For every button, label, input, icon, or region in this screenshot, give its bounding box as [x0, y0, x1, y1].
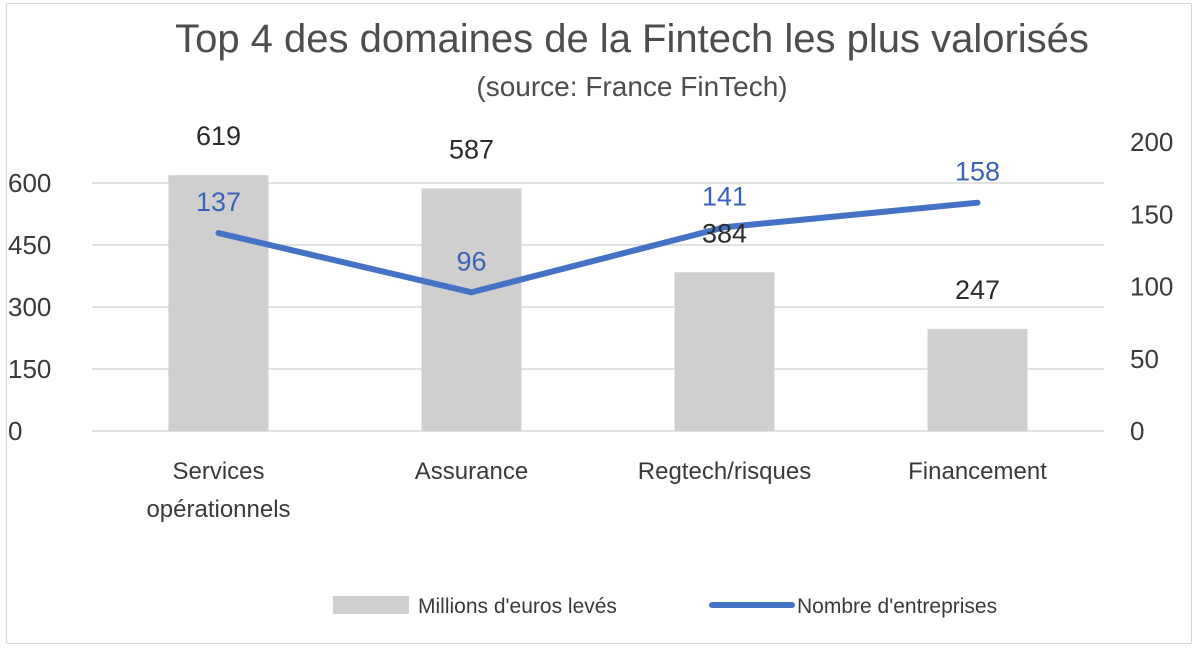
bar-value-label: 587: [449, 134, 494, 164]
line-point: [722, 224, 727, 230]
y-right-tick-label: 150: [1130, 199, 1173, 229]
x-tick-label: Assurance: [415, 458, 528, 485]
y-left-tick-label: 300: [8, 292, 51, 322]
y-left-tick-label: 150: [8, 354, 51, 384]
line-value-label: 158: [955, 157, 1000, 187]
y-left-tick-label: 0: [8, 416, 22, 446]
y-right-tick-label: 50: [1130, 344, 1159, 374]
chart-frame: [6, 3, 1192, 644]
chart-title: Top 4 des domaines de la Fintech les plu…: [175, 17, 1089, 61]
bar: [674, 272, 775, 431]
bar-value-label: 619: [196, 121, 241, 151]
bar-series: [168, 175, 1028, 431]
x-tick-label: Regtech/risques: [638, 458, 811, 485]
line-point: [975, 200, 980, 206]
data-labels: 619 587 384 247 137 96 141 158: [196, 121, 1000, 305]
legend-label-bar: Millions d'euros levés: [418, 595, 617, 618]
axes: 0 150 300 450 600 0 50 100 150 200 Services opérati…: [8, 127, 1173, 523]
line-point: [469, 289, 474, 295]
bar-value-label: 384: [702, 218, 747, 248]
x-tick-label: Financement: [908, 458, 1047, 485]
y-left-tick-label: 450: [8, 230, 51, 260]
chart-subtitle: (source: France FinTech): [476, 71, 787, 102]
line-value-label: 141: [702, 181, 747, 211]
series-line: [215, 199, 981, 296]
line-value-label: 96: [456, 246, 486, 276]
y-right-tick-label: 0: [1130, 416, 1144, 446]
x-tick-label: Services: [172, 458, 264, 485]
x-tick-label: opérationnels: [146, 496, 290, 523]
legend-swatch-bar: [333, 596, 409, 614]
line-series: [215, 199, 981, 296]
bar: [927, 328, 1028, 431]
bar: [168, 175, 269, 431]
line-point: [216, 230, 221, 236]
legend-label-line: Nombre d'entreprises: [797, 595, 997, 618]
bar: [421, 188, 522, 431]
line-value-label: 137: [196, 187, 241, 217]
bar-value-label: 247: [955, 275, 1000, 305]
y-left-tick-label: 600: [8, 168, 51, 198]
y-right-tick-label: 100: [1130, 272, 1173, 302]
legend: Millions d'euros levés Nombre d'entrepris…: [333, 595, 997, 618]
y-right-tick-label: 200: [1130, 127, 1173, 157]
